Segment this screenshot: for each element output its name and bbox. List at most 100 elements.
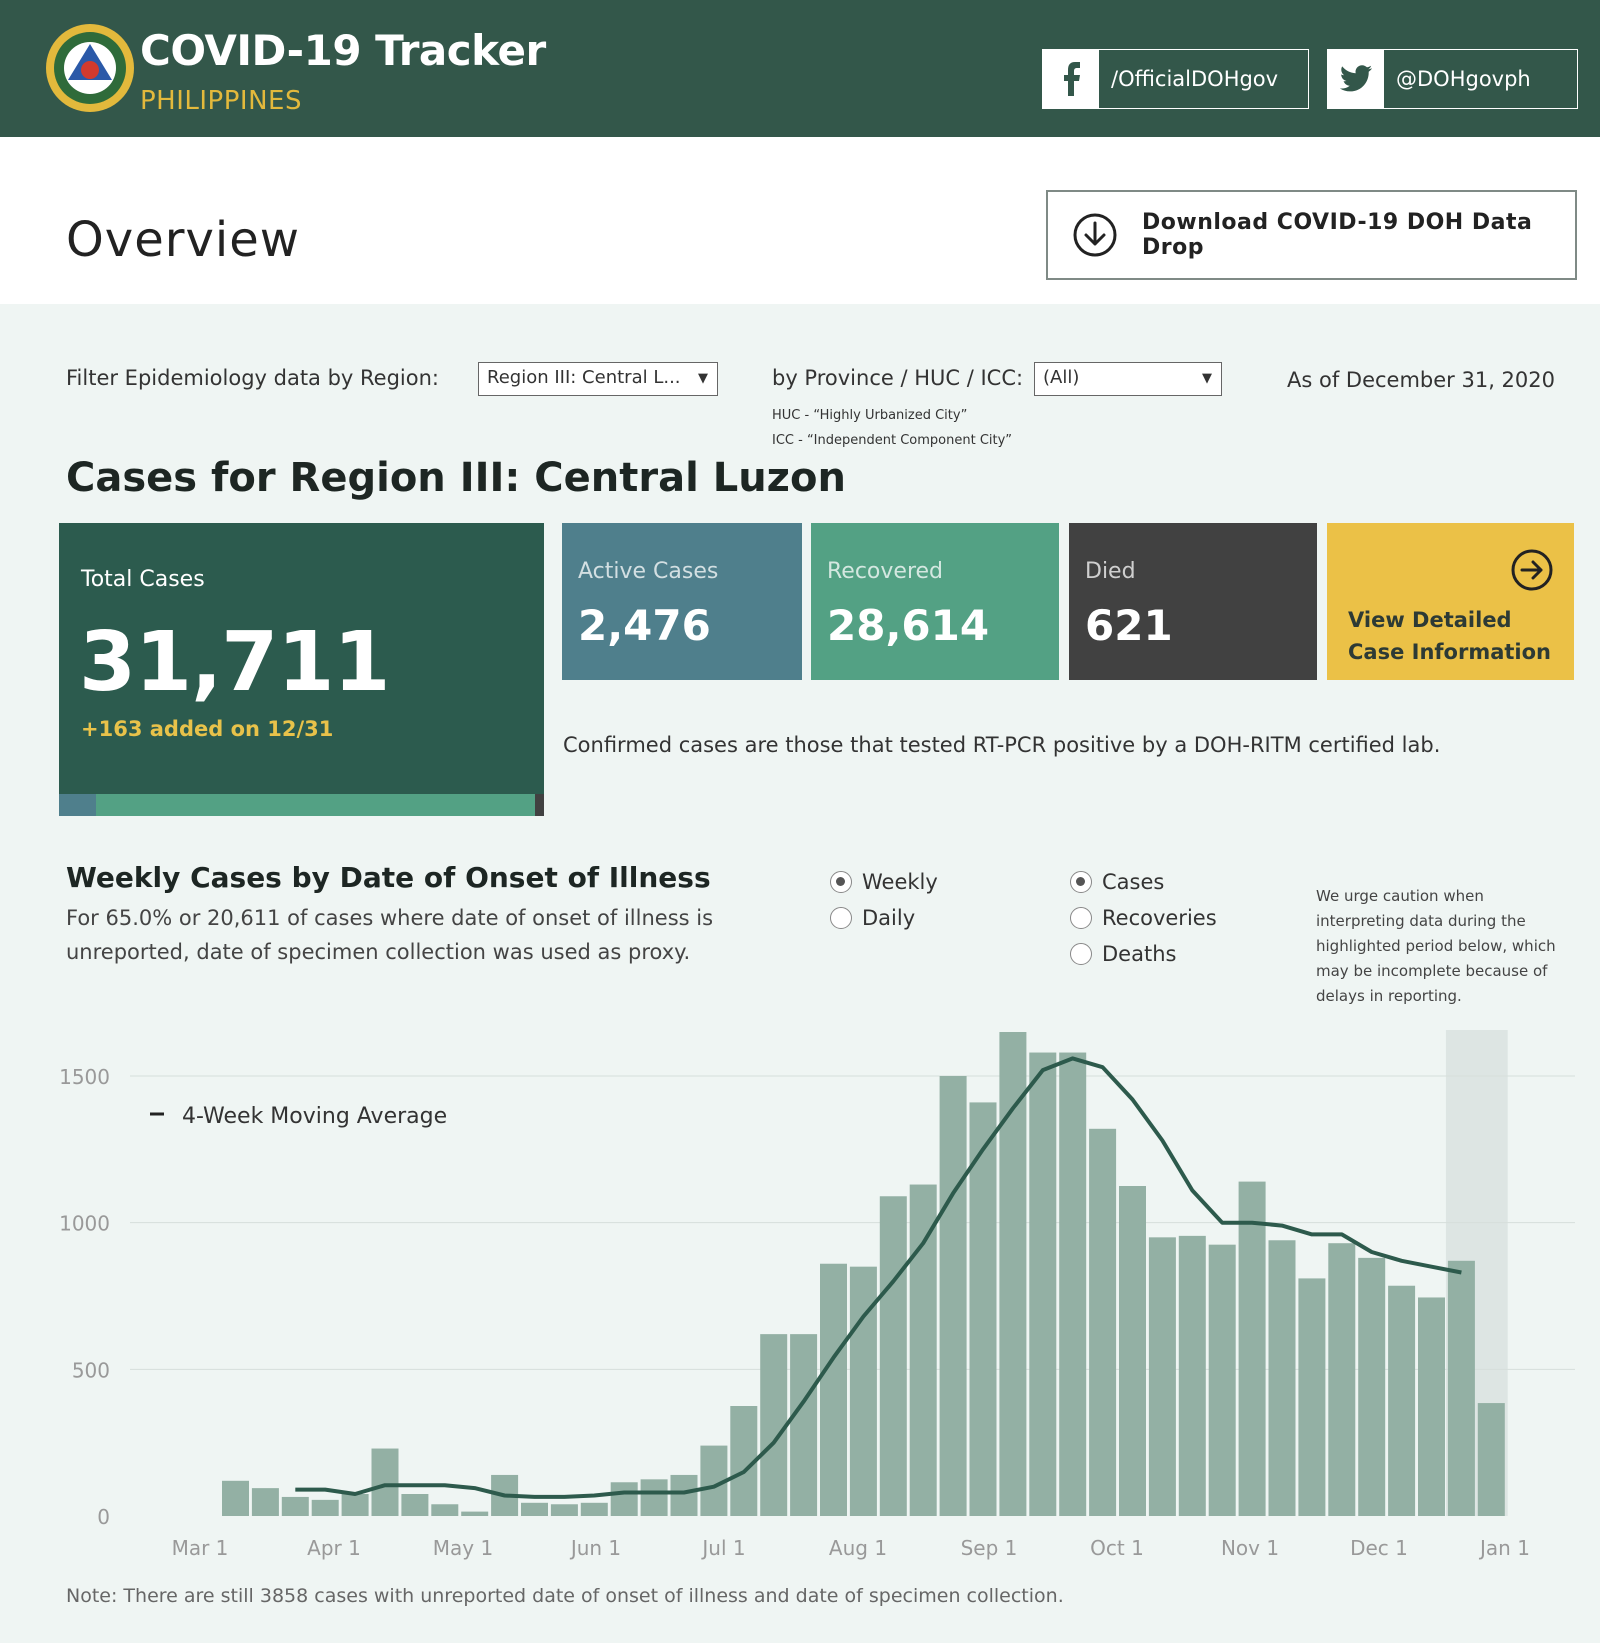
app-header: COVID-19 Tracker PHILIPPINES /OfficialDO… [0, 0, 1600, 137]
breakdown-recovered [96, 794, 535, 816]
detail-line-2: Case Information [1348, 640, 1551, 664]
weekly-bar [1358, 1257, 1386, 1516]
weekly-bar [281, 1496, 309, 1516]
caution-note: We urge caution when interpreting data d… [1316, 887, 1556, 1005]
unreported-cases-note: Note: There are still 3858 cases with un… [66, 1585, 1064, 1607]
chevron-down-icon: ▼ [698, 371, 708, 386]
y-tick-label: 1000 [59, 1212, 110, 1236]
radio-deaths[interactable]: Deaths [1070, 942, 1176, 966]
weekly-bar [820, 1263, 847, 1516]
weekly-bar [670, 1474, 698, 1516]
died-value: 621 [1085, 601, 1173, 650]
radio-daily-indicator [830, 907, 852, 929]
weekly-bar [550, 1504, 578, 1516]
radio-daily-label: Daily [862, 906, 916, 930]
x-tick-label: Jan 1 [1478, 1536, 1530, 1560]
radio-weekly-indicator [830, 871, 852, 893]
download-icon [1048, 212, 1142, 258]
weekly-bar [222, 1480, 249, 1516]
moving-average-line [295, 1056, 1462, 1499]
weekly-bar [1089, 1128, 1117, 1516]
total-cases-card: Total Cases 31,711 +163 added on 12/31 [59, 523, 544, 816]
weekly-bar [1119, 1186, 1146, 1516]
weekly-bar [1268, 1240, 1296, 1516]
x-tick-label: Jun 1 [569, 1536, 621, 1560]
detail-line-1: View Detailed [1348, 608, 1512, 632]
radio-deaths-label: Deaths [1102, 942, 1177, 966]
radio-weekly-label: Weekly [862, 870, 938, 894]
app-subtitle: PHILIPPINES [140, 86, 302, 116]
view-detailed-case-info-button[interactable]: View Detailed Case Information [1327, 523, 1574, 680]
detail-button-label: View Detailed Case Information [1348, 604, 1551, 668]
region-select-value: Region III: Central L... [487, 367, 681, 388]
x-tick-label: Sep 1 [961, 1536, 1018, 1560]
weekly-bar [1477, 1403, 1505, 1516]
twitter-icon [1328, 50, 1384, 108]
icc-note: ICC - “Independent Component City” [772, 433, 1013, 448]
province-filter-label: by Province / HUC / ICC: [772, 366, 1024, 390]
twitter-handle: @DOHgovph [1396, 67, 1531, 91]
weekly-bar [790, 1334, 818, 1516]
y-tick-label: 1500 [59, 1065, 110, 1089]
twitter-link[interactable]: @DOHgovph [1327, 49, 1578, 109]
died-label: Died [1085, 559, 1136, 584]
radio-recoveries-label: Recoveries [1102, 906, 1217, 930]
weekly-bar [580, 1502, 608, 1516]
radio-recoveries-indicator [1070, 907, 1092, 929]
radio-weekly[interactable]: Weekly [830, 870, 938, 894]
download-data-button[interactable]: Download COVID-19 DOH Data Drop [1046, 190, 1577, 280]
total-cases-label: Total Cases [81, 567, 205, 592]
radio-cases[interactable]: Cases [1070, 870, 1164, 894]
weekly-bar [939, 1076, 967, 1516]
x-tick-label: Jul 1 [700, 1536, 745, 1560]
cases-title: Cases for Region III: Central Luzon [66, 455, 846, 501]
breakdown-died [535, 794, 544, 816]
radio-deaths-indicator [1070, 943, 1092, 965]
region-filter-label: Filter Epidemiology data by Region: [66, 366, 439, 390]
weekly-bar [401, 1494, 429, 1516]
weekly-bar [1029, 1052, 1057, 1516]
doh-seal-logo [46, 24, 134, 112]
weekly-bar [1298, 1278, 1326, 1516]
case-breakdown-bar [59, 794, 544, 816]
weekly-cases-chart: 0 500 1000 1500 4-Week Moving Average Mar 1 Ap… [59, 1030, 1575, 1560]
weekly-bar [999, 1032, 1027, 1516]
weekly-bar [909, 1184, 937, 1516]
x-tick-label: May 1 [433, 1536, 493, 1560]
y-tick-label: 500 [72, 1358, 110, 1382]
download-label: Download COVID-19 DOH Data Drop [1142, 210, 1533, 260]
recovered-label: Recovered [827, 559, 944, 584]
radio-recoveries[interactable]: Recoveries [1070, 906, 1217, 930]
weekly-bar [1418, 1297, 1445, 1516]
weekly-chart-subtitle: For 65.0% or 20,611 of cases where date … [66, 906, 714, 964]
radio-daily[interactable]: Daily [830, 906, 915, 930]
radio-cases-label: Cases [1102, 870, 1165, 894]
weekly-bar [1208, 1244, 1236, 1516]
recovered-value: 28,614 [827, 601, 990, 650]
weekly-bar [1178, 1235, 1206, 1516]
x-tick-label: Mar 1 [172, 1536, 229, 1560]
x-tick-label: Apr 1 [307, 1536, 361, 1560]
region-select[interactable]: Region III: Central L... ▼ [478, 362, 718, 396]
province-select[interactable]: (All) ▼ [1034, 362, 1222, 396]
radio-cases-indicator [1070, 871, 1092, 893]
weekly-bar [760, 1334, 788, 1516]
x-tick-label: Oct 1 [1090, 1536, 1144, 1560]
facebook-link[interactable]: /OfficialDOHgov [1042, 49, 1309, 109]
active-cases-label: Active Cases [578, 559, 719, 584]
weekly-bar [251, 1488, 279, 1516]
total-cases-added: +163 added on 12/31 [81, 717, 334, 741]
legend-label: 4-Week Moving Average [182, 1104, 447, 1129]
facebook-icon [1043, 50, 1099, 108]
active-cases-card: Active Cases 2,476 [562, 523, 802, 680]
y-tick-label: 0 [97, 1505, 110, 1529]
chevron-down-icon: ▼ [1202, 371, 1212, 386]
weekly-bar [1148, 1237, 1176, 1516]
huc-note: HUC - “Highly Urbanized City” [772, 408, 968, 423]
breakdown-active [59, 794, 96, 816]
weekly-bar [879, 1196, 907, 1516]
weekly-bar [461, 1511, 489, 1516]
weekly-bar [431, 1504, 459, 1516]
weekly-bar [1059, 1052, 1087, 1516]
facebook-handle: /OfficialDOHgov [1111, 67, 1279, 91]
